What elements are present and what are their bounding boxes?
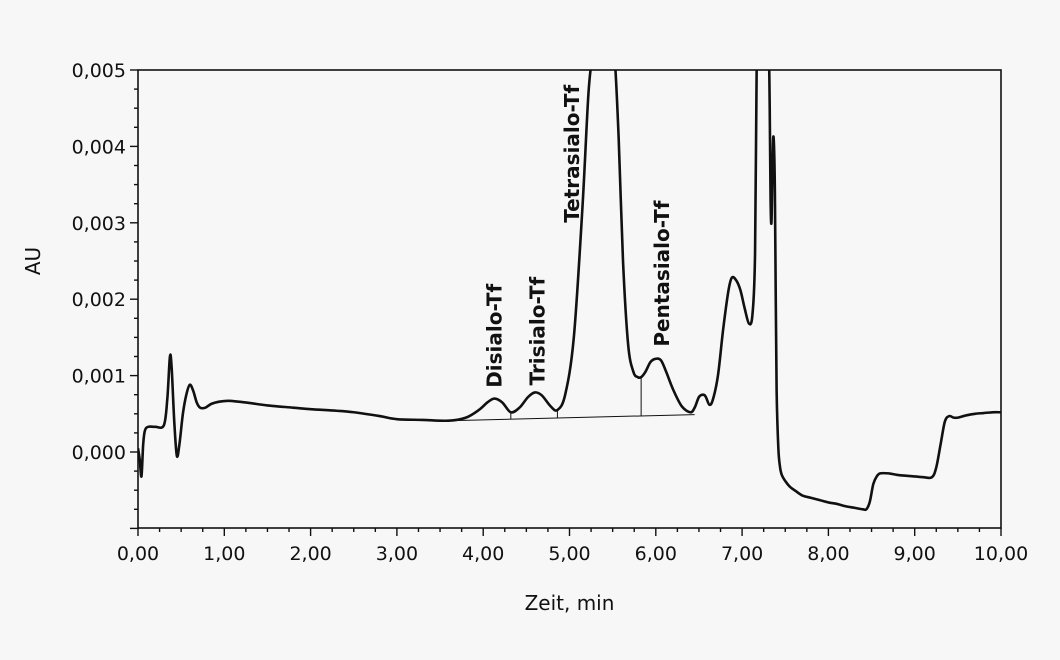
chart-labels: Disialo-Tf Trisialo-Tf Tetrasialo-Tf Pentas… <box>482 84 673 387</box>
x-tick-label: 5,00 <box>548 543 590 565</box>
x-tick-label: 3,00 <box>376 543 418 565</box>
peak-annotation: Pentasialo-Tf <box>650 200 674 346</box>
x-tick-label: 6,00 <box>635 543 677 565</box>
chromatogram-trace <box>138 70 1001 512</box>
x-tick-label: 4,00 <box>462 543 504 565</box>
x-tick-label: 1,00 <box>203 543 245 565</box>
peak-annotation: Disialo-Tf <box>482 283 506 387</box>
y-tick-label: 0,004 <box>72 136 126 158</box>
y-tick-label: 0,002 <box>72 289 126 311</box>
x-tick-label: 9,00 <box>894 543 936 565</box>
y-tick-label: 0,000 <box>72 442 126 464</box>
integration-baseline <box>452 414 695 422</box>
x-tick-label: 0,00 <box>117 543 159 565</box>
x-tick-label: 8,00 <box>807 543 849 565</box>
y-tick-label: 0,005 <box>72 60 126 82</box>
y-axis-title: AU <box>21 247 45 275</box>
data-marks <box>138 70 1001 512</box>
x-tick-label: 2,00 <box>289 543 331 565</box>
x-tick-label: 10,00 <box>974 543 1028 565</box>
peak-annotation: Tetrasialo-Tf <box>560 84 584 222</box>
x-axis-title: Zeit, min <box>525 591 615 615</box>
x-tick-label: 7,00 <box>721 543 763 565</box>
y-tick-label: 0,001 <box>72 366 126 388</box>
axes: 0,000 0,001 0,002 0,003 0,004 0,005 0,00 1,00 2,… <box>21 60 1028 615</box>
peak-annotation: Trisialo-Tf <box>526 276 550 385</box>
plot-area <box>138 70 1001 512</box>
y-tick-label: 0,003 <box>72 213 126 235</box>
